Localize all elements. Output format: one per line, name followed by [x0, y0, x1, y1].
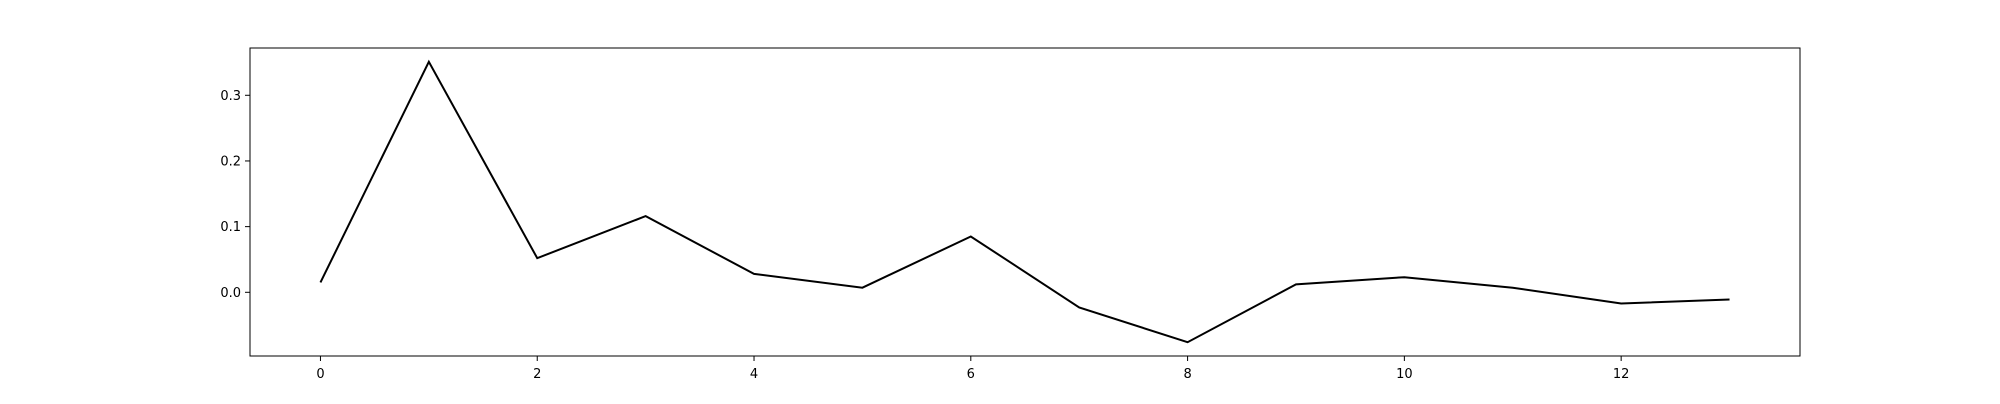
data-point [320, 282, 322, 284]
x-tick-label: 2 [533, 367, 541, 382]
data-point [1512, 287, 1514, 289]
data-point [1403, 276, 1405, 278]
x-tick-label: 8 [1183, 367, 1191, 382]
data-point [1078, 307, 1080, 309]
x-axis: 0 2 4 6 8 10 12 [316, 356, 1629, 382]
data-point [1187, 341, 1189, 343]
series-line [319, 59, 1730, 344]
data-point [1295, 284, 1297, 286]
x-tick-label: 12 [1613, 367, 1630, 382]
y-axis: 0.0 0.1 0.2 0.3 [220, 89, 250, 301]
data-point [862, 287, 864, 289]
data-point [970, 236, 972, 238]
series-layer [319, 59, 1731, 344]
y-tick-label: 0.0 [220, 286, 241, 301]
data-point [1620, 303, 1622, 305]
data-point [645, 215, 647, 217]
data-point [536, 257, 538, 259]
plot-frame [249, 47, 1801, 357]
y-tick-label: 0.2 [220, 154, 241, 169]
x-tick-label: 10 [1396, 367, 1413, 382]
x-tick-label: 0 [316, 367, 324, 382]
y-tick-label: 0.3 [220, 89, 241, 104]
data-point [428, 61, 430, 63]
x-tick-label: 4 [750, 367, 758, 382]
data-point [753, 273, 755, 275]
y-tick-label: 0.1 [220, 220, 241, 235]
x-tick-label: 6 [967, 367, 975, 382]
data-point [1729, 299, 1731, 301]
